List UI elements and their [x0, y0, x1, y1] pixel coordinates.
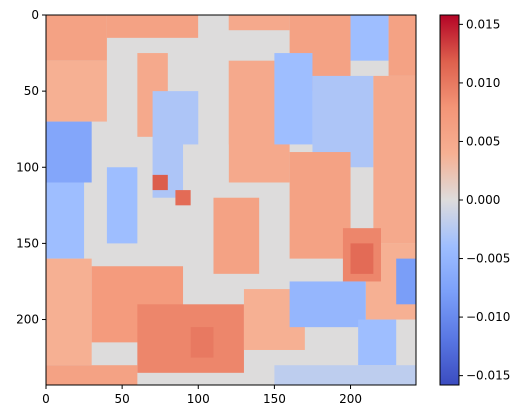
y-axis: 0 50 100 150 200	[16, 8, 46, 327]
heat-region	[46, 121, 92, 183]
colorbar-tick-label: −0.010	[466, 310, 510, 324]
colorbar-tick-label: 0.005	[466, 134, 500, 148]
colorbar	[439, 14, 460, 386]
plot-frame	[45, 14, 417, 386]
heat-region	[350, 243, 374, 274]
colorbar-tick-label: −0.005	[466, 252, 510, 266]
heat-region	[46, 15, 107, 61]
x-tick-label: 100	[187, 392, 210, 406]
heat-region	[274, 365, 416, 385]
heat-region	[152, 174, 168, 191]
heat-region	[228, 15, 290, 31]
heatmap-image	[46, 15, 416, 385]
heat-region	[373, 75, 416, 244]
heat-region	[213, 197, 260, 274]
y-tick-label: 50	[24, 84, 39, 98]
heat-region	[46, 182, 85, 259]
colorbar-axis: 0.015 0.010 0.005 0.000 −0.005 −0.010 −0.015	[459, 17, 510, 383]
heat-region	[106, 15, 199, 38]
y-tick-label: 200	[16, 313, 39, 327]
y-tick-label: 100	[16, 160, 39, 174]
heat-region	[46, 258, 92, 366]
x-tick-label: 0	[42, 392, 50, 406]
heat-region	[388, 15, 416, 76]
heat-region	[190, 327, 214, 358]
heat-region	[46, 365, 138, 385]
heat-region	[396, 258, 416, 305]
colorbar-tick-label: 0.010	[466, 76, 500, 90]
heat-region	[289, 152, 351, 259]
heat-region	[46, 60, 107, 122]
colorbar-tick-label: 0.015	[466, 17, 500, 31]
heat-region	[175, 190, 191, 206]
colorbar-tick-label: −0.015	[466, 369, 510, 383]
heat-region	[358, 319, 397, 366]
heat-region	[198, 15, 229, 46]
x-axis: 0 50 100 150 200	[42, 385, 362, 406]
heat-region	[350, 15, 389, 61]
heat-region	[106, 167, 138, 244]
heat-region	[289, 281, 366, 328]
heat-region	[274, 53, 313, 145]
x-tick-label: 150	[263, 392, 286, 406]
x-tick-label: 200	[339, 392, 362, 406]
x-tick-label: 50	[114, 392, 129, 406]
colorbar-tick-label: 0.000	[466, 193, 500, 207]
y-tick-label: 150	[16, 236, 39, 250]
y-tick-label: 0	[31, 8, 39, 22]
